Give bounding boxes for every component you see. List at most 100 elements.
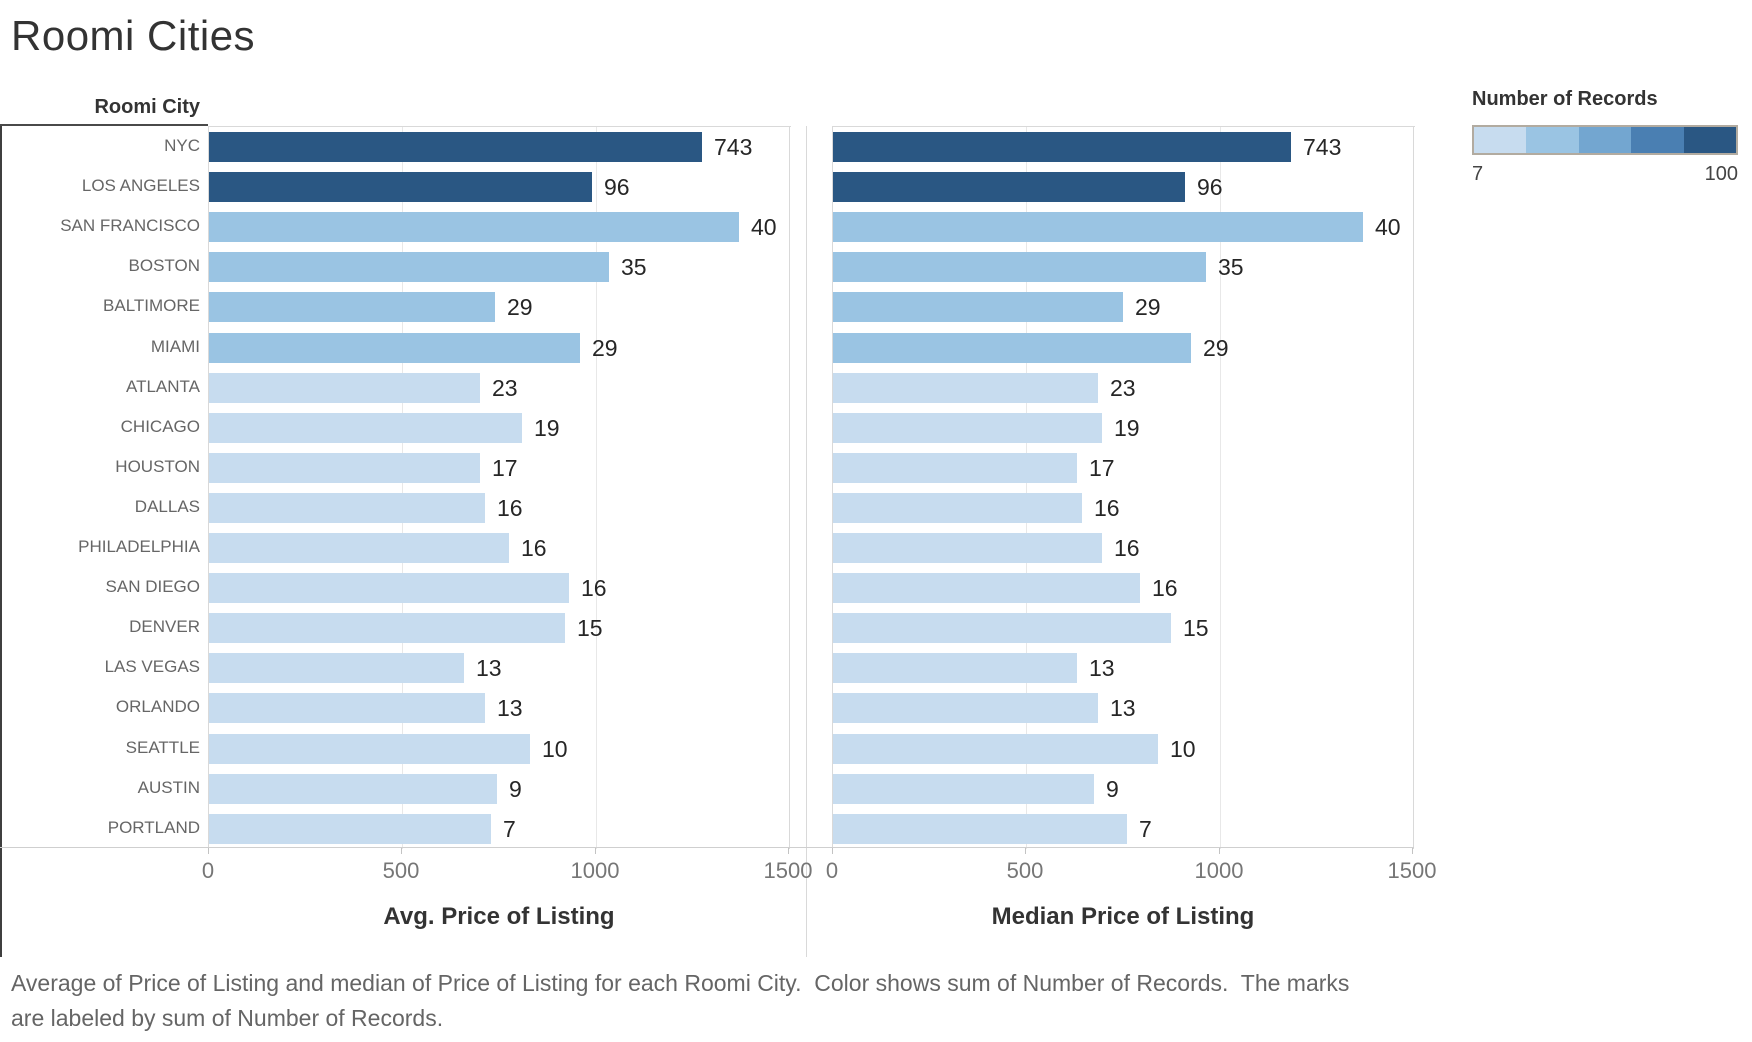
bar[interactable] — [209, 814, 491, 844]
bar-value-label: 16 — [497, 495, 523, 521]
bar[interactable] — [833, 453, 1077, 483]
legend-color-ramp[interactable] — [1472, 125, 1738, 155]
bar[interactable] — [209, 252, 609, 282]
bar[interactable] — [833, 212, 1363, 242]
bar[interactable] — [833, 814, 1127, 844]
bar-value-label: 13 — [497, 695, 523, 721]
bar[interactable] — [209, 212, 739, 242]
bar[interactable] — [209, 413, 522, 443]
city-label[interactable]: NYC — [164, 136, 200, 155]
bar[interactable] — [833, 333, 1191, 363]
city-label[interactable]: SEATTLE — [125, 737, 200, 757]
city-label[interactable]: CHICAGO — [120, 416, 200, 436]
gridline — [402, 127, 403, 849]
page-title: Roomi Cities — [11, 12, 256, 59]
legend-color-step — [1631, 127, 1684, 153]
bar-value-label: 23 — [492, 375, 518, 401]
tick-label: 1000 — [570, 858, 620, 883]
bar-value-label: 96 — [604, 174, 630, 200]
bar-value-label: 23 — [1110, 375, 1136, 401]
bar-value-label: 29 — [507, 294, 533, 320]
left-axis-title: Avg. Price of Listing — [383, 903, 615, 930]
bar[interactable] — [209, 333, 580, 363]
gridline — [1220, 127, 1221, 849]
bar[interactable] — [833, 373, 1098, 403]
legend-max-label: 100 — [1704, 163, 1738, 185]
city-label[interactable]: BALTIMORE — [103, 296, 200, 316]
row-header: Roomi City — [94, 96, 200, 118]
bar-value-label: 7 — [1139, 816, 1152, 842]
bar-value-label: 17 — [1089, 455, 1115, 481]
tick-mark — [788, 848, 789, 854]
gridline — [1413, 127, 1414, 849]
legend-color-step — [1683, 127, 1737, 153]
bar[interactable] — [209, 493, 485, 523]
bar[interactable] — [833, 292, 1123, 322]
city-label[interactable]: MIAMI — [150, 336, 200, 356]
bar[interactable] — [209, 292, 495, 322]
bar[interactable] — [209, 172, 592, 202]
panel-divider — [806, 126, 807, 957]
city-label[interactable]: ATLANTA — [126, 376, 200, 396]
bar[interactable] — [209, 533, 509, 563]
gridline — [596, 127, 597, 849]
bar[interactable] — [833, 172, 1185, 202]
bar[interactable] — [833, 653, 1077, 683]
bar-value-label: 29 — [1135, 294, 1161, 320]
caption-line2: are labeled by sum of Number of Records. — [11, 1005, 444, 1031]
bar-value-label: 7 — [503, 816, 516, 842]
city-label[interactable]: DALLAS — [134, 496, 200, 516]
city-label[interactable]: PHILADELPHIA — [78, 537, 200, 556]
tick-mark — [208, 848, 209, 854]
bar[interactable] — [833, 573, 1140, 603]
bar[interactable] — [209, 774, 497, 804]
city-label[interactable]: AUSTIN — [137, 777, 200, 797]
bar[interactable] — [833, 493, 1082, 523]
city-label[interactable]: SAN DIEGO — [105, 577, 200, 597]
city-label[interactable]: BOSTON — [128, 256, 200, 276]
city-label[interactable]: LAS VEGAS — [104, 657, 200, 677]
bar-value-label: 13 — [1089, 655, 1115, 681]
bar-value-label: 35 — [1218, 254, 1244, 280]
color-legend: Number of Records 7 100 — [1472, 88, 1742, 186]
legend-title: Number of Records — [1472, 88, 1658, 110]
gridline — [789, 127, 790, 849]
bar-value-label: 9 — [509, 776, 522, 802]
bar[interactable] — [209, 132, 702, 162]
bar[interactable] — [833, 413, 1102, 443]
bar-value-label: 15 — [577, 615, 603, 641]
city-label[interactable]: ORLANDO — [115, 697, 200, 717]
bar[interactable] — [833, 734, 1158, 764]
bar[interactable] — [833, 533, 1102, 563]
bar[interactable] — [833, 132, 1291, 162]
bar[interactable] — [209, 734, 530, 764]
bar[interactable] — [209, 693, 485, 723]
bar-value-label: 17 — [492, 455, 518, 481]
city-label[interactable]: PORTLAND — [107, 817, 200, 837]
city-label[interactable]: DENVER — [129, 617, 200, 637]
bar[interactable] — [209, 453, 480, 483]
bar-value-label: 19 — [1114, 415, 1140, 441]
city-label[interactable]: LOS ANGELES — [81, 176, 200, 196]
bar[interactable] — [209, 613, 565, 643]
tick-label: 0 — [201, 858, 215, 883]
bar-value-label: 10 — [1170, 736, 1196, 762]
bar[interactable] — [833, 252, 1206, 282]
city-label[interactable]: SAN FRANCISCO — [60, 216, 200, 236]
bar[interactable] — [833, 613, 1171, 643]
city-label[interactable]: HOUSTON — [115, 456, 200, 476]
legend-min-label: 7 — [1472, 163, 1484, 185]
bar[interactable] — [833, 774, 1094, 804]
bar[interactable] — [209, 653, 464, 683]
bar[interactable] — [833, 693, 1098, 723]
bar[interactable] — [209, 373, 480, 403]
legend-color-step — [1526, 127, 1579, 153]
bar-value-label: 16 — [581, 575, 607, 601]
bar-value-label: 13 — [476, 655, 502, 681]
bar[interactable] — [209, 573, 569, 603]
bar-value-label: 743 — [1303, 134, 1342, 160]
tick-label: 500 — [382, 858, 420, 883]
tick-mark — [595, 848, 596, 854]
bar-value-label: 16 — [521, 535, 547, 561]
tick-label: 1500 — [763, 858, 813, 883]
